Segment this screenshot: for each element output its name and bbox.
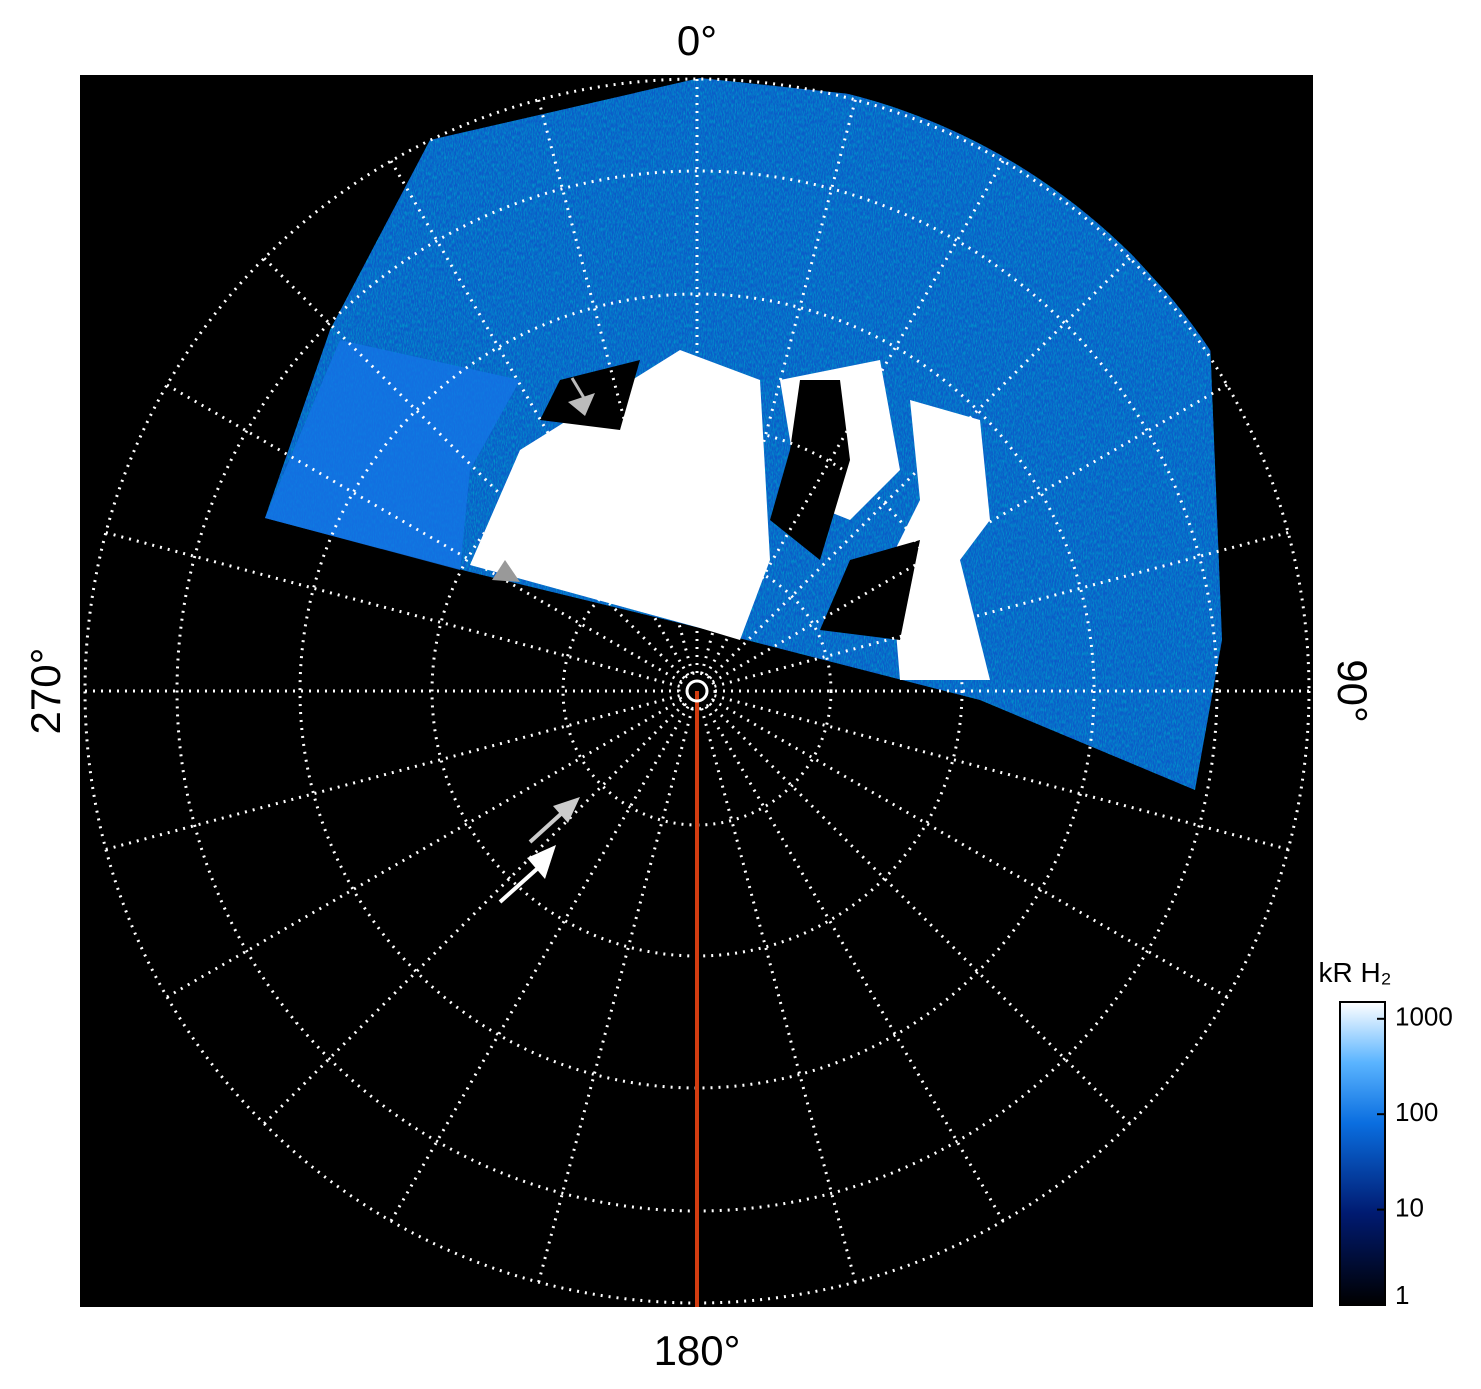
colorbar-tick-label: 1 (1395, 1280, 1409, 1310)
colorbar-title: kR H₂ (1318, 957, 1391, 988)
grid-ring (561, 555, 833, 827)
angle-label-top: 0° (677, 17, 717, 64)
arrows (492, 377, 595, 904)
colorbar-ticks: 1 10 100 1000 (1377, 1002, 1453, 1310)
angle-label-right: 90° (1329, 659, 1376, 723)
grid-ring (298, 292, 1096, 1090)
angle-label-left: 270° (22, 648, 69, 735)
colorbar-tick-label: 1000 (1395, 1002, 1453, 1032)
pole-marker (685, 679, 709, 703)
angle-label-bottom: 180° (654, 1327, 741, 1374)
colorbar (1339, 1001, 1386, 1306)
colorbar-tick-label: 10 (1395, 1192, 1424, 1222)
colorbar-tick-label: 100 (1395, 1097, 1438, 1127)
